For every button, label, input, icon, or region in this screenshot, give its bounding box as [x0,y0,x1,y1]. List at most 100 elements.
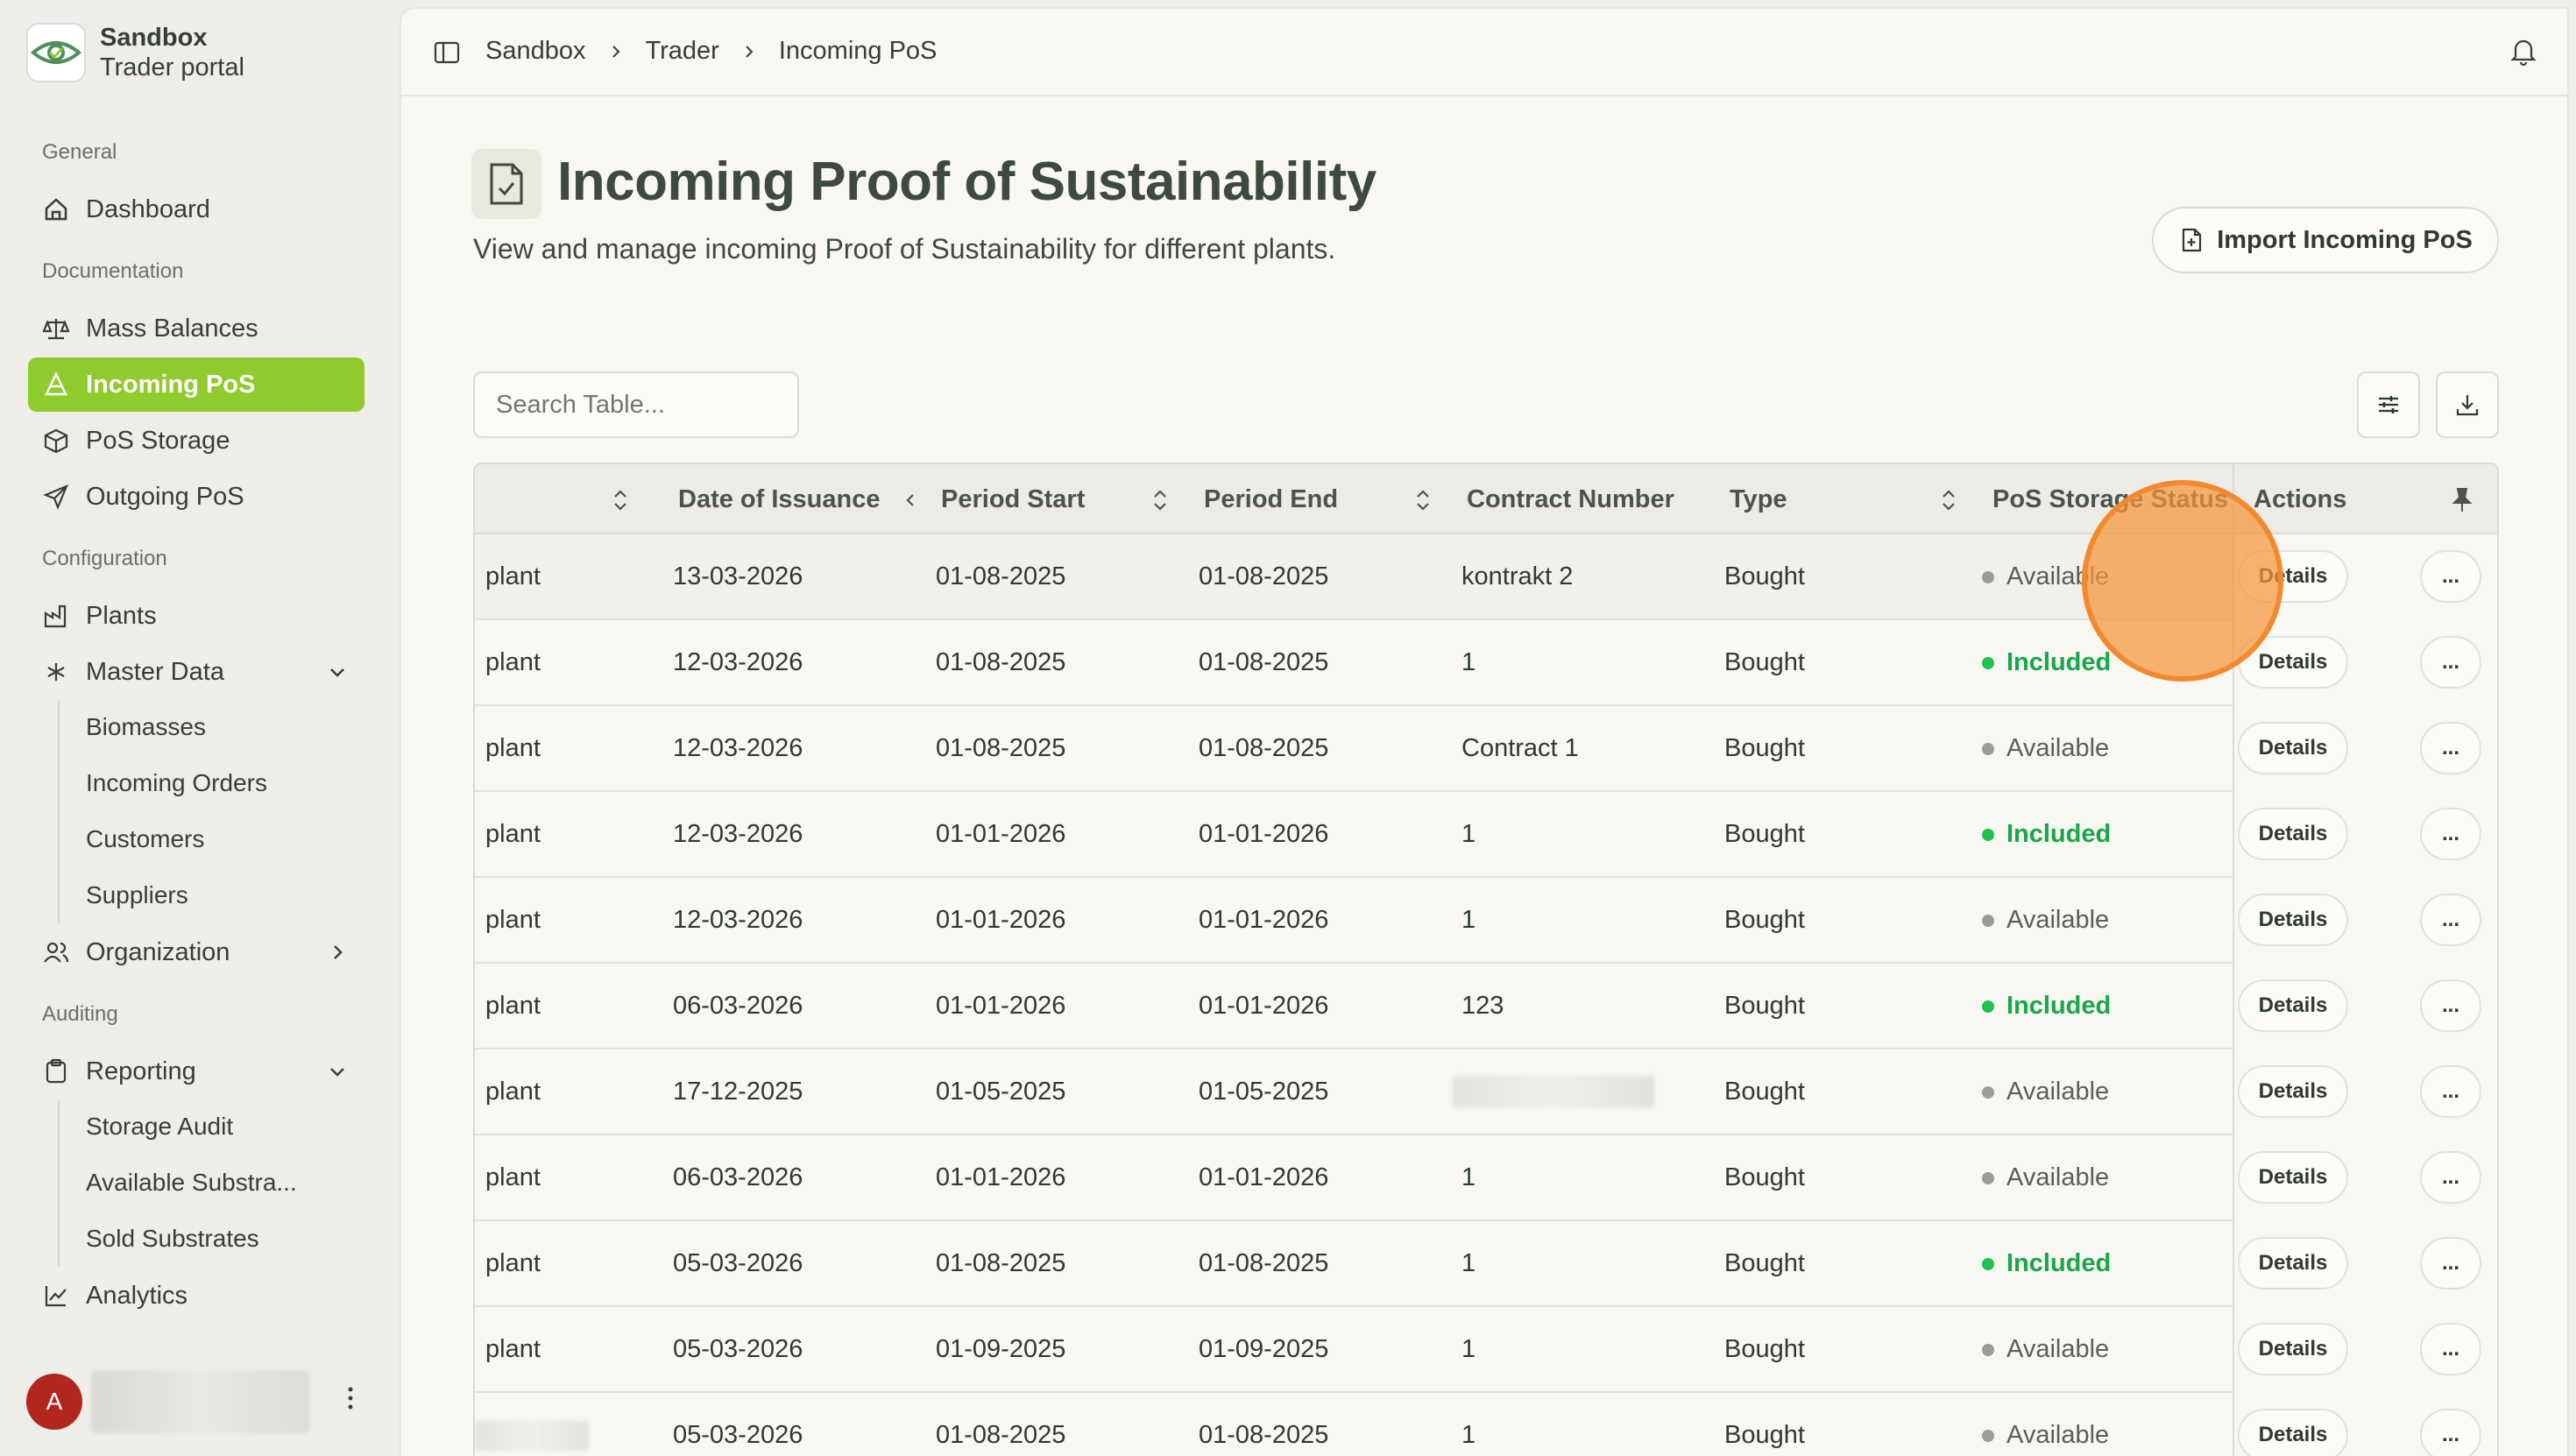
breadcrumb-sandbox[interactable]: Sandbox [485,37,586,65]
details-button[interactable]: Details [2238,1409,2348,1456]
details-button[interactable]: Details [2238,1065,2348,1118]
cell-date-of-issuance: 12-03-2026 [673,820,803,848]
cell-period-end: 01-01-2026 [1199,1163,1329,1191]
sidebar-item-biomasses[interactable]: Biomasses [86,713,206,740]
cell-date-of-issuance: 12-03-2026 [673,734,803,762]
details-button[interactable]: Details [2238,1151,2348,1204]
bell-icon[interactable] [2508,35,2539,67]
sidebar-item-suppliers[interactable]: Suppliers [86,881,188,908]
sidebar-item-mass-balances[interactable]: Mass Balances [28,301,364,356]
status-badge: Available [1982,906,2109,935]
cell-plant: plant [485,906,541,934]
submenu-line [58,701,60,923]
status-dot-icon [1982,742,1994,755]
sidebar-item-label: Mass Balances [86,314,258,343]
status-badge: Available [1982,1163,2109,1192]
table-row[interactable]: plant 06-03-2026 01-01-2026 01-01-2026 1 Boug… [475,1135,2497,1221]
table-row[interactable]: plant 05-03-2026 01-08-2025 01-08-2025 1 Boug… [475,1221,2497,1307]
details-button[interactable]: Details [2238,722,2348,774]
sidebar-item-outgoing-pos[interactable]: Outgoing PoS [28,470,364,524]
more-vertical-icon[interactable] [342,1382,359,1414]
user-menu[interactable]: A [26,1370,310,1433]
more-actions-button[interactable]: ... [2420,636,2481,689]
cell-period-start: 01-01-2026 [936,820,1066,848]
cell-period-start: 01-08-2025 [936,562,1066,590]
more-actions-button[interactable]: ... [2420,979,2481,1032]
more-actions-button[interactable]: ... [2420,808,2481,860]
sidebar-item-incoming-orders[interactable]: Incoming Orders [86,769,267,796]
sidebar-item-organization[interactable]: Organization [28,925,364,979]
cone-icon [42,371,70,399]
sidebar-item-available-substrates[interactable]: Available Substra... [86,1169,297,1196]
cell-period-start: 01-08-2025 [936,1421,1066,1449]
sidebar-toggle-icon[interactable] [433,39,461,67]
more-actions-button[interactable]: ... [2420,1409,2481,1456]
pin-icon[interactable] [2448,485,2476,513]
cell-period-end: 01-01-2026 [1199,820,1329,848]
more-actions-button[interactable]: ... [2420,1323,2481,1375]
status-dot-icon [1982,656,1994,669]
column-settings-button[interactable] [2357,371,2420,438]
details-button[interactable]: Details [2238,1237,2348,1290]
import-incoming-pos-button[interactable]: Import Incoming PoS [2152,207,2499,273]
sort-icon[interactable] [1414,487,1432,513]
sort-icon[interactable] [901,487,918,513]
download-button[interactable] [2436,371,2499,438]
status-badge: Available [1982,1078,2109,1106]
sidebar-item-reporting[interactable]: Reporting [28,1044,364,1099]
header-date-of-issuance[interactable]: Date of Issuance [678,485,881,513]
table-row[interactable]: plant 05-03-2026 01-09-2025 01-09-2025 1 Boug… [475,1307,2497,1393]
sort-icon[interactable] [1940,487,1957,513]
sidebar-item-sold-substrates[interactable]: Sold Substrates [86,1225,259,1252]
more-actions-button[interactable]: ... [2420,1151,2481,1204]
sidebar-item-storage-audit[interactable]: Storage Audit [86,1113,234,1140]
status-dot-icon [1982,1429,1994,1442]
table-row[interactable]: plant 12-03-2026 01-01-2026 01-01-2026 1 Boug… [475,878,2497,964]
cell-type: Bought [1724,1163,1805,1191]
details-button[interactable]: Details [2238,1323,2348,1375]
sidebar-item-pos-storage[interactable]: PoS Storage [28,413,364,468]
table-row[interactable]: plant 06-03-2026 01-01-2026 01-01-2026 123 Bo… [475,964,2497,1050]
header-type[interactable]: Type [1730,485,1787,513]
more-actions-button[interactable]: ... [2420,550,2481,603]
sidebar-item-dashboard[interactable]: Dashboard [28,182,364,237]
sidebar-item-incoming-pos[interactable]: Incoming PoS [28,357,364,412]
cell-period-start: 01-08-2025 [936,734,1066,762]
breadcrumb-trader[interactable]: Trader [645,37,719,65]
table-row[interactable]: 05-03-2026 01-08-2025 01-08-2025 1 Bought Ava… [475,1393,2497,1456]
brand[interactable]: Sandbox Trader portal [26,23,244,82]
table-row[interactable]: plant 12-03-2026 01-08-2025 01-08-2025 1 Boug… [475,620,2497,706]
sidebar-item-master-data[interactable]: Master Data [28,645,364,699]
table-row[interactable]: plant 12-03-2026 01-08-2025 01-08-2025 Contr… [475,706,2497,792]
search-input[interactable] [473,371,799,438]
table-row[interactable]: plant 12-03-2026 01-01-2026 01-01-2026 1 Boug… [475,792,2497,878]
sidebar-item-analytics[interactable]: Analytics [28,1269,364,1323]
status-label: Included [2006,820,2112,848]
users-icon [42,938,70,966]
details-button[interactable]: Details [2238,808,2348,860]
cell-contract-number: 123 [1461,992,1504,1020]
cell-type: Bought [1724,1335,1805,1363]
cell-period-start: 01-01-2026 [936,992,1066,1020]
header-period-end[interactable]: Period End [1204,485,1339,513]
more-actions-button[interactable]: ... [2420,1065,2481,1118]
status-label: Available [2006,1335,2110,1363]
table-row[interactable]: plant 17-12-2025 01-05-2025 01-05-2025 Bough… [475,1050,2497,1135]
user-name-redacted [91,1370,310,1433]
header-period-start[interactable]: Period Start [941,485,1086,513]
sidebar-item-label: Reporting [86,1057,196,1085]
header-actions: Actions [2254,485,2347,513]
sort-icon[interactable] [1151,487,1169,513]
more-actions-button[interactable]: ... [2420,722,2481,774]
status-badge: Available [1982,734,2109,763]
more-actions-button[interactable]: ... [2420,894,2481,946]
header-contract-number[interactable]: Contract Number [1467,485,1674,513]
scale-icon [42,315,70,343]
status-badge: Available [1982,1335,2109,1364]
details-button[interactable]: Details [2238,894,2348,946]
sidebar-item-plants[interactable]: Plants [28,589,364,643]
sidebar-item-customers[interactable]: Customers [86,825,205,852]
sort-icon[interactable] [612,487,629,513]
details-button[interactable]: Details [2238,979,2348,1032]
more-actions-button[interactable]: ... [2420,1237,2481,1290]
